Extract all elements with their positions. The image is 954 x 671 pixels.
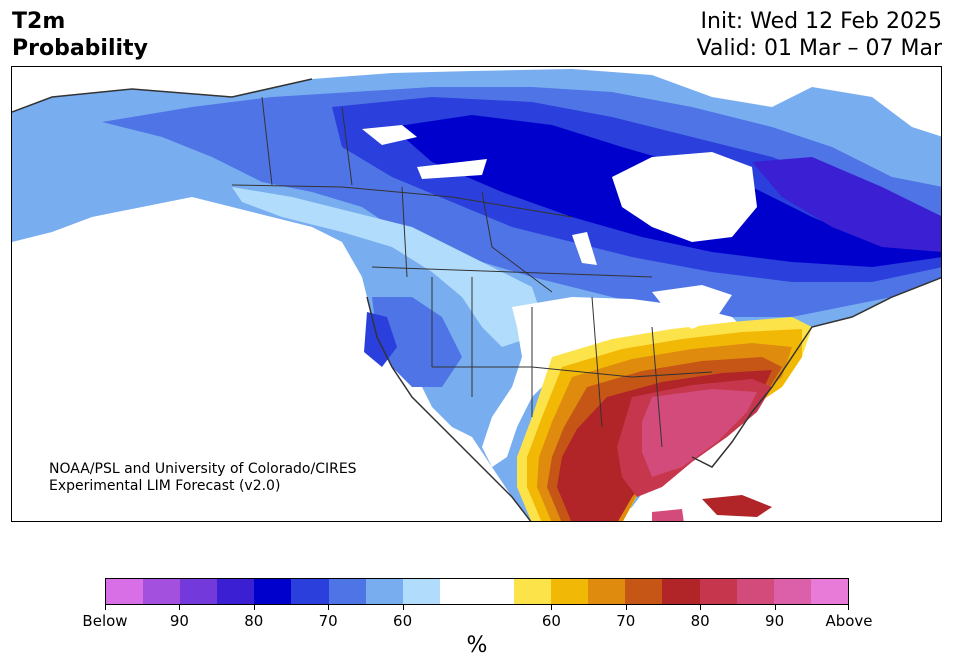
lake-white-1 xyxy=(362,125,417,145)
colorbar-label: 60 xyxy=(541,612,561,630)
colorbar-tick xyxy=(551,605,553,610)
colorbar-ticks xyxy=(105,605,849,615)
borders xyxy=(231,96,713,448)
colorbar-swatch xyxy=(551,579,589,604)
credit-line1: NOAA/PSL and University of Colorado/CIRE… xyxy=(49,461,357,477)
lake-white-3 xyxy=(572,232,597,265)
colorbar-swatch xyxy=(106,579,144,604)
colorbar-swatch xyxy=(217,579,255,604)
map-canvas xyxy=(12,69,941,521)
lake-white-2 xyxy=(417,159,487,179)
colorbar xyxy=(105,578,849,605)
colorbar-tick xyxy=(774,605,776,610)
init-valid-info: Init: Wed 12 Feb 2025 Valid: 01 Mar – 07… xyxy=(697,8,942,62)
caribbean-pink xyxy=(652,509,684,521)
colorbar-swatch xyxy=(810,579,848,604)
colorbar-swatch xyxy=(588,579,626,604)
great-lakes xyxy=(652,285,732,329)
colorbar-swatch xyxy=(736,579,774,604)
colorbar-swatch xyxy=(514,579,552,604)
colorbar-swatch xyxy=(662,579,700,604)
west-coast-blue xyxy=(372,297,462,387)
probability-map[interactable] xyxy=(11,66,942,522)
map-title-line2: Probability xyxy=(12,36,148,61)
colorbar-label: 60 xyxy=(393,612,413,630)
colorbar-label: 70 xyxy=(616,612,636,630)
colorbar-swatch xyxy=(365,579,403,604)
colorbar-label: Below xyxy=(82,612,128,630)
colorbar-swatch xyxy=(402,579,440,604)
colorbar-swatch xyxy=(180,579,218,604)
colorbar-tick xyxy=(402,605,404,610)
land-lightest-blue xyxy=(232,187,542,347)
west-coast-dark xyxy=(364,312,397,367)
hudson-bay xyxy=(612,152,757,242)
map-title-line1: T2m xyxy=(12,9,66,34)
warm-pink xyxy=(642,389,757,477)
colorbar-swatch xyxy=(143,579,181,604)
colorbar-tick xyxy=(253,605,255,610)
colorbar-swatch xyxy=(254,579,292,604)
colorbar-swatch xyxy=(328,579,366,604)
colorbar-label: 90 xyxy=(169,612,189,630)
colorbar-swatch xyxy=(291,579,329,604)
map-title: T2m Probability xyxy=(12,8,148,62)
credit-line2: Experimental LIM Forecast (v2.0) xyxy=(49,478,281,494)
colorbar-label: 80 xyxy=(690,612,710,630)
colorbar-label: 80 xyxy=(244,612,264,630)
colorbar-tick xyxy=(328,605,330,610)
colorbar-tick xyxy=(105,605,106,610)
colorbar-swatch xyxy=(439,579,477,604)
colorbar-tick xyxy=(625,605,627,610)
colorbar-label: 70 xyxy=(318,612,338,630)
colorbar-swatch xyxy=(476,579,515,604)
colorbar-label: Above xyxy=(825,612,873,630)
colorbar-unit: % xyxy=(466,633,488,658)
colorbar-tick xyxy=(179,605,181,610)
colorbar-tick xyxy=(700,605,702,610)
valid-range: Valid: 01 Mar – 07 Mar xyxy=(696,36,942,61)
caribbean-red xyxy=(702,495,772,517)
colorbar-tick xyxy=(848,605,849,610)
colorbar-swatch xyxy=(625,579,663,604)
coastlines xyxy=(12,78,941,521)
init-date: Init: Wed 12 Feb 2025 xyxy=(700,9,942,34)
colorbar-swatch xyxy=(699,579,737,604)
colorbar-label: 90 xyxy=(765,612,785,630)
east-canada-deep xyxy=(752,157,941,252)
credit-text: NOAA/PSL and University of Colorado/CIRE… xyxy=(49,461,357,495)
colorbar-swatch xyxy=(773,579,811,604)
